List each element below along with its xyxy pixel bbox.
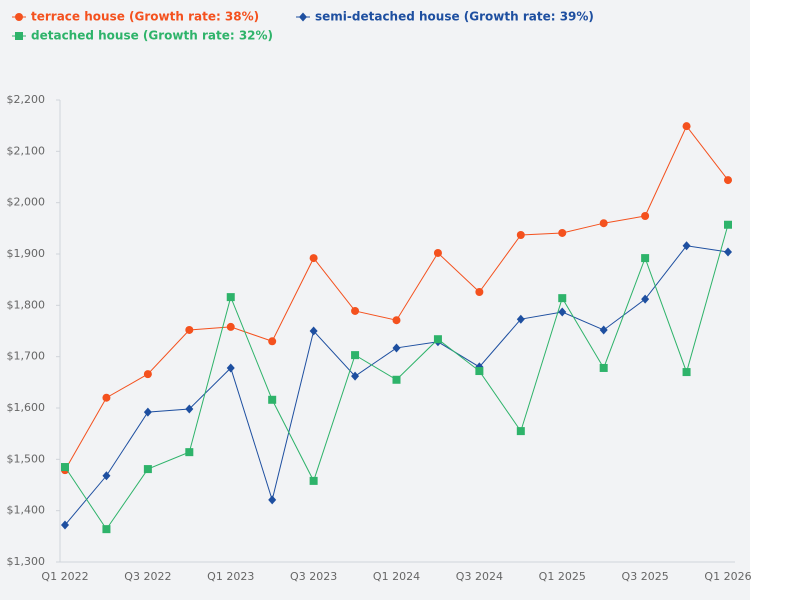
x-tick-label: Q1 2022 [41, 570, 88, 583]
point [309, 326, 318, 336]
point [15, 13, 23, 21]
point [475, 367, 484, 376]
y-tick-label: $1,600 [7, 401, 46, 414]
point [392, 375, 401, 384]
point [475, 287, 484, 296]
point [226, 363, 235, 373]
point [268, 337, 277, 346]
legend-label: terrace house (Growth rate: 38%) [31, 10, 259, 24]
point [226, 322, 235, 331]
y-tick-label: $2,000 [7, 196, 46, 209]
point [558, 294, 567, 303]
point [558, 228, 567, 237]
point [309, 476, 318, 485]
point [299, 12, 307, 22]
point [143, 465, 152, 474]
point [682, 122, 691, 131]
point [15, 32, 23, 40]
point [641, 254, 650, 263]
y-tick-label: $1,900 [7, 247, 46, 260]
x-tick-label: Q1 2023 [207, 570, 254, 583]
point [102, 393, 111, 402]
legend-label: detached house (Growth rate: 32%) [31, 29, 273, 43]
point [143, 370, 152, 379]
point [351, 351, 360, 360]
point [268, 395, 277, 404]
point [682, 368, 691, 377]
x-tick-label: Q1 2024 [373, 570, 420, 583]
point [185, 404, 194, 414]
point [351, 371, 360, 381]
point [516, 314, 525, 324]
y-tick-label: $1,700 [7, 350, 46, 363]
x-tick-label: Q3 2024 [456, 570, 503, 583]
point [641, 294, 650, 304]
point [599, 219, 608, 228]
point [226, 293, 235, 302]
point [599, 325, 608, 335]
y-tick-label: $2,200 [7, 93, 46, 106]
y-tick-label: $1,500 [7, 452, 46, 465]
x-tick-label: Q3 2022 [124, 570, 171, 583]
point [516, 231, 525, 240]
y-tick-label: $1,400 [7, 504, 46, 517]
point [268, 495, 277, 505]
y-tick-label: $1,300 [7, 555, 46, 568]
y-tick-label: $1,800 [7, 298, 46, 311]
point [61, 520, 69, 530]
point [641, 212, 650, 221]
point [351, 306, 360, 315]
x-tick-label: Q1 2025 [539, 570, 586, 583]
point [102, 525, 111, 534]
x-tick-label: Q1 2026 [704, 570, 751, 583]
point [185, 325, 194, 334]
point [392, 316, 401, 325]
x-tick-label: Q3 2023 [290, 570, 337, 583]
point [309, 254, 318, 263]
plot-background [0, 0, 750, 600]
point [599, 363, 608, 372]
x-tick-label: Q3 2025 [622, 570, 669, 583]
point [143, 407, 152, 417]
point [392, 343, 401, 353]
legend-label: semi-detached house (Growth rate: 39%) [315, 10, 594, 24]
point [102, 471, 111, 481]
point [433, 335, 442, 344]
point [724, 220, 732, 229]
point [558, 307, 567, 317]
point [185, 448, 194, 457]
y-tick-label: $2,100 [7, 144, 46, 157]
point [433, 248, 442, 257]
point [724, 247, 732, 257]
point [61, 463, 69, 472]
point [682, 241, 691, 251]
point [724, 176, 732, 185]
point [516, 427, 525, 436]
